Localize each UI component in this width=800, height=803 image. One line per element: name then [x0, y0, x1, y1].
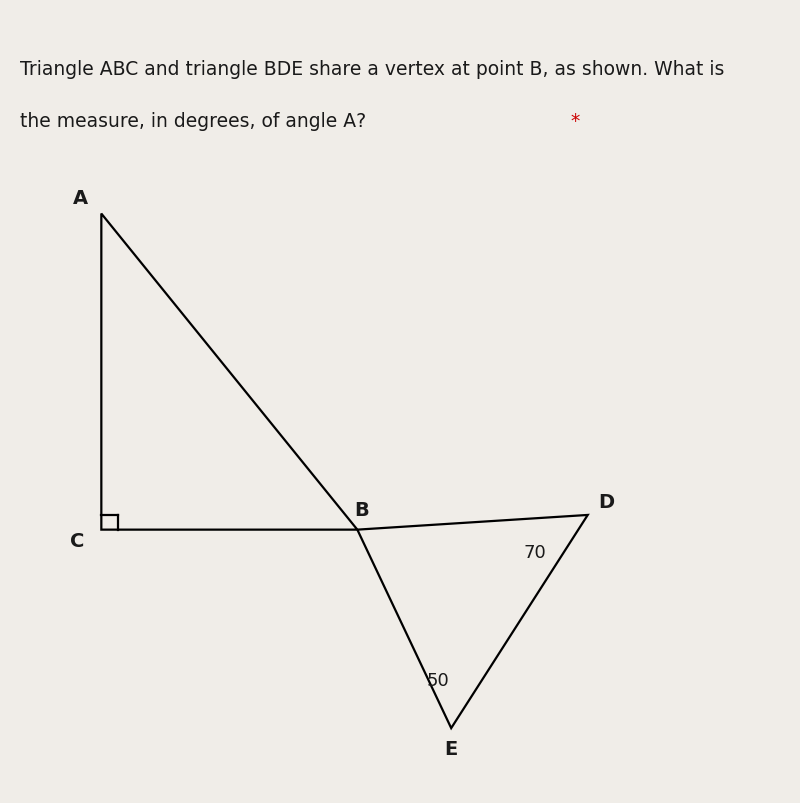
Text: the measure, in degrees, of angle A?: the measure, in degrees, of angle A?: [20, 112, 372, 130]
Text: B: B: [354, 500, 369, 519]
Text: *: *: [570, 112, 580, 130]
Text: D: D: [598, 492, 614, 512]
Text: Triangle ABC and triangle BDE share a vertex at point B, as shown. What is: Triangle ABC and triangle BDE share a ve…: [20, 60, 725, 79]
Text: E: E: [445, 740, 458, 758]
Text: 50: 50: [427, 671, 450, 690]
Text: C: C: [70, 532, 85, 551]
Text: A: A: [73, 189, 87, 208]
Text: 70: 70: [523, 543, 546, 561]
